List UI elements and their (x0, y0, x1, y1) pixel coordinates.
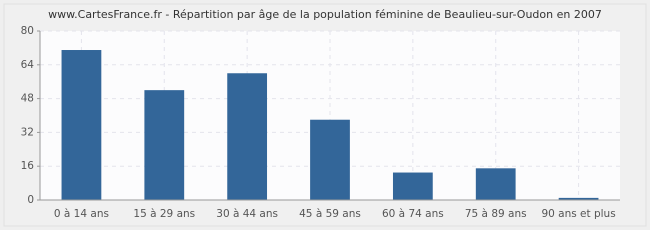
y-tick-label: 48 (21, 93, 34, 105)
x-tick-label: 75 à 89 ans (465, 208, 527, 220)
chart-title: www.CartesFrance.fr - Répartition par âg… (48, 8, 602, 21)
bar (310, 119, 350, 200)
y-tick-label: 32 (21, 126, 34, 138)
bar (392, 172, 433, 200)
x-tick-label: 0 à 14 ans (54, 208, 109, 220)
x-tick-label: 15 à 29 ans (133, 208, 195, 220)
bar (61, 50, 102, 201)
x-tick-label: 30 à 44 ans (216, 208, 278, 220)
y-tick-label: 16 (21, 160, 35, 172)
bar (144, 90, 185, 200)
x-tick-label: 45 à 59 ans (299, 208, 361, 220)
chart: www.CartesFrance.fr - Répartition par âg… (0, 0, 650, 230)
x-tick-label: 60 à 74 ans (382, 208, 444, 220)
bar (558, 197, 599, 200)
x-tick-label: 90 ans et plus (541, 208, 615, 220)
y-tick-label: 80 (21, 25, 34, 37)
bar (475, 168, 516, 200)
y-tick-label: 64 (21, 59, 35, 71)
bar (227, 73, 268, 200)
y-tick-label: 0 (27, 194, 34, 206)
